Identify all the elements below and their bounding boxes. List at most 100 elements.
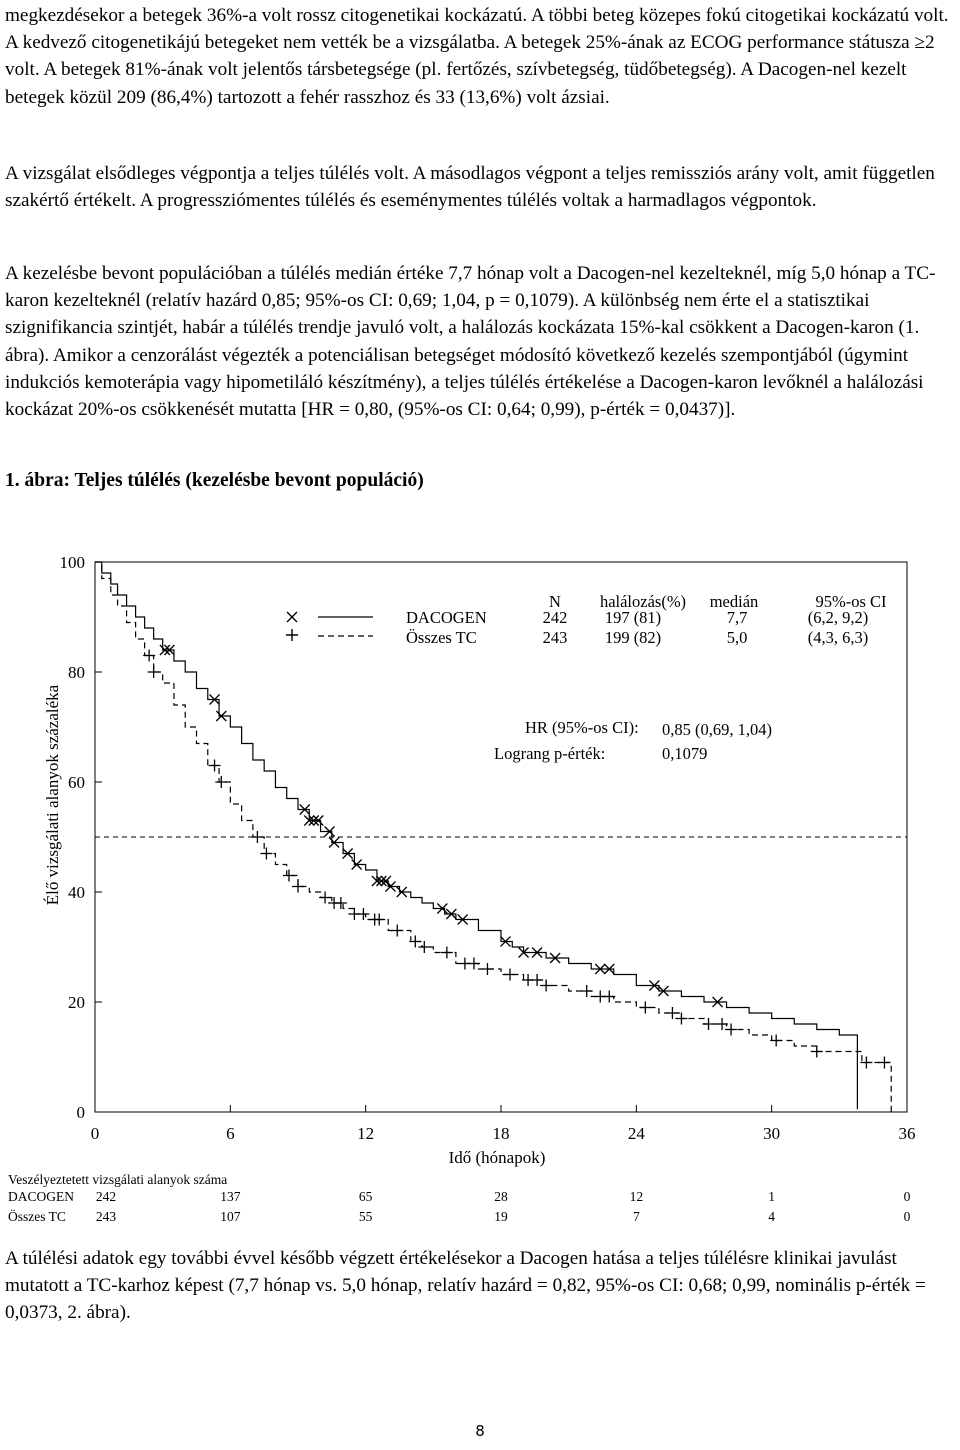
figure-caption: 1. ábra: Teljes túlélés (kezelésbe bevon… bbox=[5, 470, 424, 491]
y-tick-label: 20 bbox=[68, 993, 85, 1012]
censor-mark-tc bbox=[666, 1007, 679, 1019]
results-paragraph: A kezelésbe bevont populációban a túlélé… bbox=[5, 263, 936, 421]
censor-mark-tc bbox=[357, 908, 370, 920]
legend-ci-tc: (4,3, 6,3) bbox=[808, 628, 869, 647]
censor-mark-dacogen bbox=[396, 886, 408, 898]
censor-mark-tc bbox=[143, 649, 156, 662]
y-tick-label: 100 bbox=[60, 553, 86, 572]
censor-mark-tc bbox=[292, 880, 304, 893]
risk-table-title: Veszélyeztetett vizsgálati alanyok száma bbox=[8, 1172, 227, 1187]
censor-mark-tc bbox=[282, 869, 295, 882]
risk-value: 137 bbox=[220, 1189, 241, 1204]
stats-box: HR (95%-os CI): 0,85 (0,69, 1,04) Logran… bbox=[494, 718, 772, 763]
risk-value: 107 bbox=[220, 1209, 241, 1224]
legend-header-median: medián bbox=[710, 592, 759, 611]
p-value: 0,1079 bbox=[662, 744, 707, 763]
censor-mark-dacogen bbox=[215, 710, 227, 722]
y-axis-label: Élő vizsgálati alanyok százaléka bbox=[43, 684, 62, 905]
x-tick-label: 36 bbox=[899, 1124, 916, 1143]
legend-name-dacogen: DACOGEN bbox=[406, 608, 487, 627]
risk-value: 0 bbox=[904, 1209, 911, 1224]
censor-mark-tc bbox=[373, 913, 386, 926]
intro-paragraph: megkezdésekor a betegek 36%-a volt rossz… bbox=[5, 5, 949, 108]
censor-mark-dacogen bbox=[324, 826, 336, 837]
x-tick-label: 18 bbox=[493, 1124, 510, 1143]
censor-mark-dacogen bbox=[312, 815, 324, 826]
censor-mark-dacogen bbox=[342, 848, 354, 859]
censor-mark-tc bbox=[639, 1001, 652, 1014]
x-tick-label: 0 bbox=[91, 1124, 100, 1143]
risk-value: 1 bbox=[768, 1189, 775, 1204]
censor-mark-tc bbox=[603, 990, 616, 1003]
censor-mark-dacogen bbox=[531, 947, 543, 958]
censor-mark-dacogen bbox=[385, 881, 396, 892]
y-tick-label: 0 bbox=[77, 1103, 86, 1122]
hr-value: 0,85 (0,69, 1,04) bbox=[662, 720, 772, 739]
legend-header-n: N bbox=[549, 592, 561, 611]
risk-table-values: 242 137 65 28 12 1 0 243 107 55 19 7 4 0 bbox=[96, 1189, 911, 1224]
censor-mark-tc bbox=[215, 776, 228, 788]
legend-ci-dacogen: (6,2, 9,2) bbox=[808, 608, 869, 627]
risk-row-name-tc: Összes TC bbox=[8, 1209, 66, 1224]
censor-mark-dacogen bbox=[603, 963, 615, 975]
page-number: 8 bbox=[475, 1422, 485, 1440]
censor-mark-tc bbox=[725, 1023, 738, 1036]
censor-mark-dacogen bbox=[594, 963, 606, 975]
legend-marker-x bbox=[286, 611, 298, 623]
risk-value: 7 bbox=[633, 1209, 640, 1224]
legend-median-tc: 5,0 bbox=[727, 628, 748, 647]
legend-marker-plus bbox=[286, 629, 298, 641]
risk-table: Veszélyeztetett vizsgálati alanyok száma… bbox=[8, 1172, 911, 1224]
censor-mark-tc bbox=[481, 963, 494, 975]
survival-line-dacogen bbox=[95, 561, 858, 1110]
censor-mark-tc bbox=[580, 985, 593, 997]
legend-header-ci: 95%-os CI bbox=[815, 592, 886, 611]
censor-mark-tc bbox=[810, 1045, 823, 1058]
censor-mark-tc bbox=[260, 847, 273, 860]
censor-mark-tc bbox=[440, 946, 453, 959]
censor-mark-tc bbox=[147, 666, 160, 678]
p-label: Lograng p-érték: bbox=[494, 744, 605, 763]
y-tick-label: 80 bbox=[68, 663, 85, 682]
legend-header-deaths: halálozás(%) bbox=[600, 592, 686, 611]
censor-mark-tc bbox=[860, 1056, 873, 1069]
x-tick-label: 30 bbox=[763, 1124, 780, 1143]
censor-mark-tc bbox=[716, 1018, 729, 1030]
censor-mark-tc bbox=[878, 1056, 891, 1069]
censor-mark-tc bbox=[208, 759, 221, 772]
censor-mark-tc bbox=[467, 957, 480, 970]
censor-mark-dacogen bbox=[549, 952, 561, 964]
risk-value: 65 bbox=[359, 1189, 373, 1204]
censor-mark-dacogen bbox=[436, 903, 448, 914]
x-tick-label: 24 bbox=[628, 1124, 646, 1143]
censor-mark-tc bbox=[334, 897, 347, 909]
censor-mark-tc bbox=[540, 979, 553, 992]
legend: N halálozás(%) medián 95%-os CI DACOGEN … bbox=[286, 592, 887, 647]
legend-deaths-tc: 199 (82) bbox=[605, 628, 661, 647]
censor-mark-dacogen bbox=[712, 996, 723, 1008]
x-tick-label: 12 bbox=[357, 1124, 374, 1143]
censor-mark-tc bbox=[319, 891, 332, 904]
censor-mark-tc bbox=[409, 935, 422, 948]
followup-paragraph: A túlélési adatok egy további évvel késő… bbox=[5, 1248, 926, 1324]
censor-mark-dacogen bbox=[380, 875, 392, 887]
y-tick-label: 60 bbox=[68, 773, 85, 792]
censor-mark-dacogen bbox=[457, 914, 469, 925]
censor-mark-tc bbox=[675, 1012, 688, 1025]
legend-n-dacogen: 242 bbox=[543, 608, 568, 627]
hr-label: HR (95%-os CI): bbox=[525, 718, 639, 737]
x-tick-label: 6 bbox=[226, 1124, 235, 1143]
censor-mark-tc bbox=[418, 941, 431, 953]
censor-mark-dacogen bbox=[445, 908, 457, 920]
legend-n-tc: 243 bbox=[543, 628, 568, 647]
risk-row-name-dacogen: DACOGEN bbox=[8, 1189, 74, 1204]
axis-ticks: 0 20 40 60 80 100 0 6 12 18 24 30 36 bbox=[60, 553, 916, 1143]
x-axis-label: Idő (hónapok) bbox=[449, 1148, 546, 1167]
risk-value: 242 bbox=[96, 1189, 116, 1204]
censor-mark-dacogen bbox=[648, 980, 660, 991]
risk-value: 243 bbox=[96, 1209, 117, 1224]
censor-mark-dacogen bbox=[328, 837, 340, 848]
censor-mark-tc bbox=[770, 1034, 783, 1047]
censor-mark-dacogen bbox=[159, 644, 171, 656]
